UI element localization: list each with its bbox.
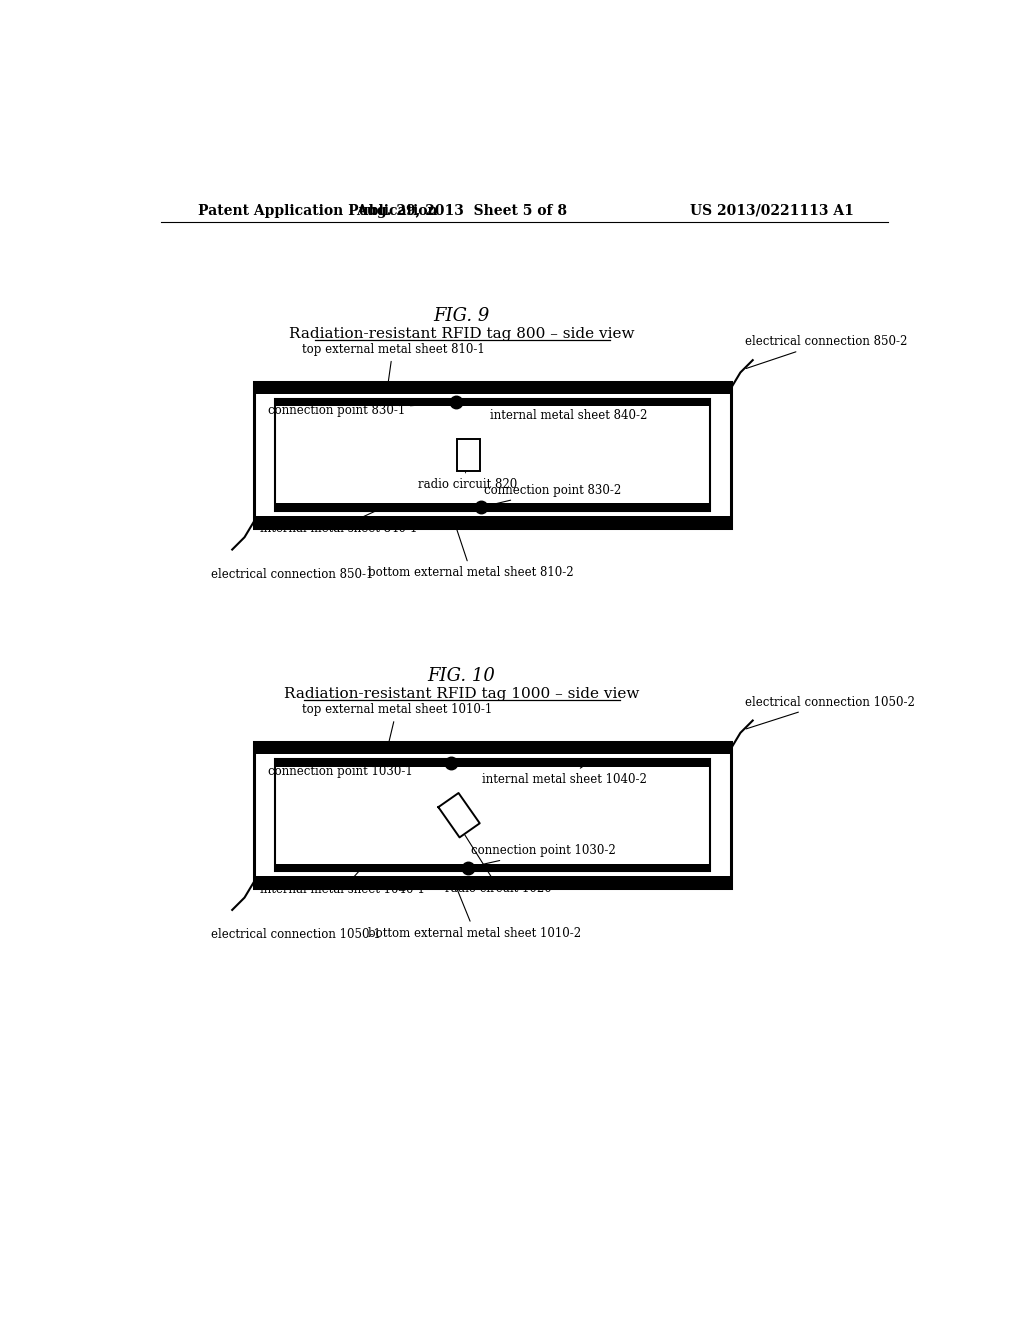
- Bar: [275, 399, 710, 407]
- Bar: [457, 438, 480, 471]
- Text: connection point 1030-1: connection point 1030-1: [267, 763, 449, 777]
- Bar: [275, 399, 710, 511]
- Text: electrical connection 850-2: electrical connection 850-2: [745, 335, 907, 368]
- Text: top external metal sheet 810-1: top external metal sheet 810-1: [301, 343, 484, 385]
- Text: connection point 830-2: connection point 830-2: [483, 483, 622, 507]
- Text: internal metal sheet 840-2: internal metal sheet 840-2: [490, 404, 647, 422]
- Text: connection point 830-1: connection point 830-1: [267, 403, 454, 417]
- Bar: [275, 759, 710, 767]
- Text: Patent Application Publication: Patent Application Publication: [199, 203, 438, 218]
- Text: radio circuit 820: radio circuit 820: [418, 473, 517, 491]
- Text: internal metal sheet 1040-1: internal metal sheet 1040-1: [260, 870, 425, 896]
- Bar: [254, 381, 731, 395]
- Text: electrical connection 1050-1: electrical connection 1050-1: [211, 928, 381, 941]
- Bar: [275, 503, 710, 511]
- Bar: [254, 516, 731, 528]
- Bar: [254, 742, 731, 888]
- Text: connection point 1030-2: connection point 1030-2: [471, 843, 616, 867]
- Text: top external metal sheet 1010-1: top external metal sheet 1010-1: [301, 704, 492, 746]
- Text: radio circuit 1020: radio circuit 1020: [445, 833, 552, 895]
- Text: electrical connection 1050-2: electrical connection 1050-2: [745, 696, 914, 729]
- Text: Aug. 29, 2013  Sheet 5 of 8: Aug. 29, 2013 Sheet 5 of 8: [356, 203, 567, 218]
- Polygon shape: [438, 793, 479, 837]
- Text: FIG. 10: FIG. 10: [428, 667, 496, 685]
- Text: electrical connection 850-1: electrical connection 850-1: [211, 568, 374, 581]
- Text: FIG. 9: FIG. 9: [433, 308, 489, 325]
- Bar: [254, 742, 731, 755]
- Text: internal metal sheet 840-1: internal metal sheet 840-1: [260, 508, 418, 535]
- Text: Radiation-resistant RFID tag 800 – side view: Radiation-resistant RFID tag 800 – side …: [289, 327, 635, 341]
- Text: internal metal sheet 1040-2: internal metal sheet 1040-2: [482, 764, 647, 785]
- Text: bottom external metal sheet 1010-2: bottom external metal sheet 1010-2: [369, 884, 582, 940]
- Bar: [254, 381, 731, 528]
- Bar: [254, 876, 731, 888]
- Bar: [275, 863, 710, 871]
- Text: US 2013/0221113 A1: US 2013/0221113 A1: [690, 203, 854, 218]
- Text: Radiation-resistant RFID tag 1000 – side view: Radiation-resistant RFID tag 1000 – side…: [284, 686, 639, 701]
- Bar: [275, 759, 710, 871]
- Text: bottom external metal sheet 810-2: bottom external metal sheet 810-2: [369, 524, 574, 579]
